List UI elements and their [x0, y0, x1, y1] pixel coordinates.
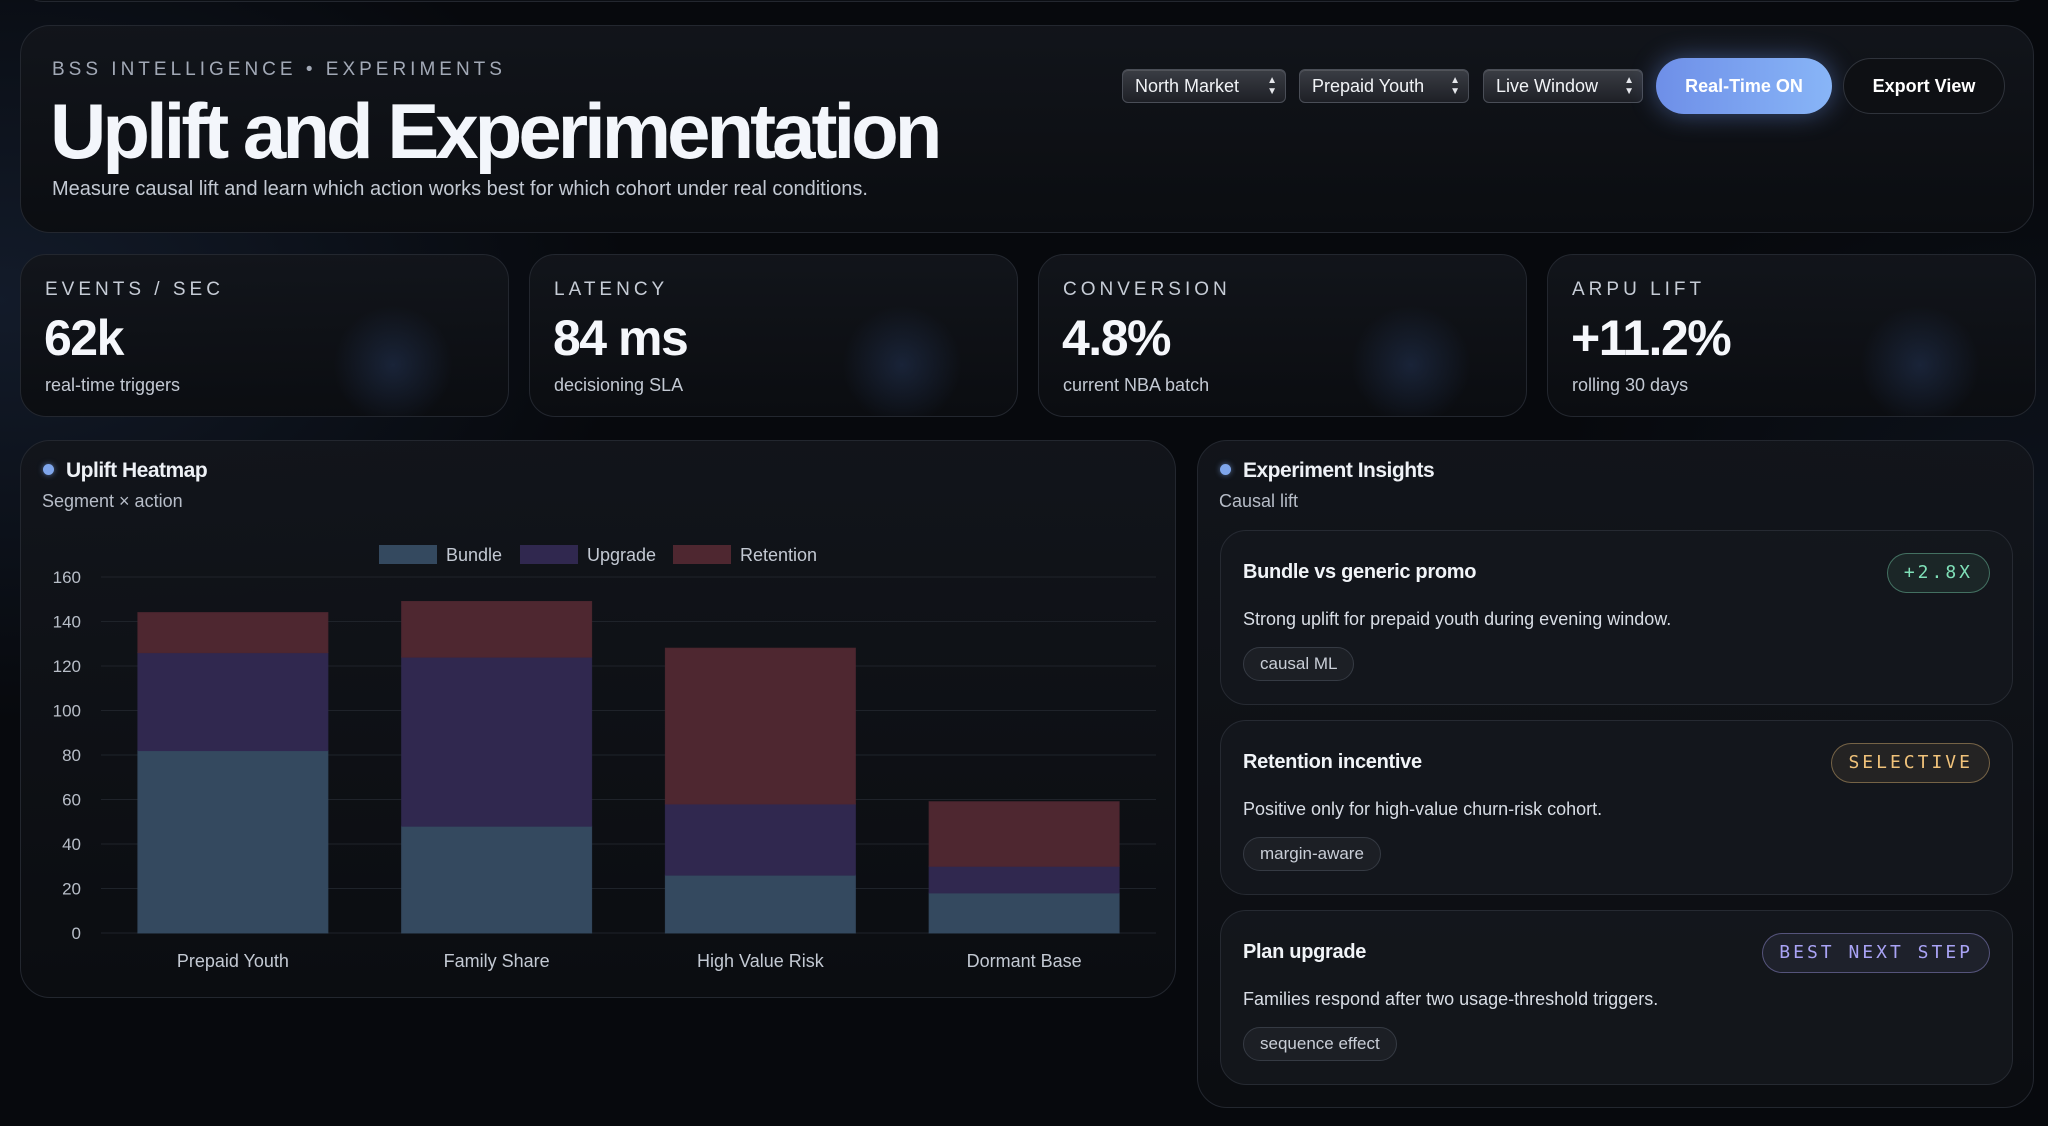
legend-label-bundle: Bundle — [446, 545, 502, 565]
bar-segment-retention — [401, 600, 593, 658]
insight-tag[interactable]: sequence effect — [1243, 1027, 1397, 1061]
panel-title: Experiment Insights — [1220, 459, 1435, 483]
y-tick-label: 60 — [62, 791, 81, 810]
window-select[interactable]: Live Window ▲ ▼ — [1483, 69, 1643, 103]
realtime-toggle-button[interactable]: Real-Time ON — [1656, 58, 1832, 114]
kpi-value: 4.8% — [1062, 310, 1171, 366]
y-tick-label: 100 — [53, 702, 81, 721]
insight-card[interactable]: Plan upgrade BEST NEXT STEP Families res… — [1220, 910, 2013, 1085]
insight-card[interactable]: Bundle vs generic promo +2.8X Strong upl… — [1220, 530, 2013, 705]
window-select-value: Live Window — [1496, 76, 1599, 96]
kpi-label: CONVERSION — [1063, 279, 1231, 300]
legend-swatch-upgrade — [520, 545, 578, 564]
insight-tag[interactable]: margin-aware — [1243, 837, 1381, 871]
bar-segment-bundle — [664, 874, 856, 934]
export-view-button[interactable]: Export View — [1843, 58, 2005, 114]
breadcrumb: BSS INTELLIGENCE • EXPERIMENTS — [52, 59, 506, 80]
insight-description: Families respond after two usage-thresho… — [1243, 989, 1659, 1009]
x-tick-label: Prepaid Youth — [177, 951, 289, 971]
experiment-insights-panel: Experiment Insights Causal lift Bundle v… — [1197, 440, 2034, 1108]
kpi-value: +11.2% — [1571, 310, 1732, 366]
page-header: BSS INTELLIGENCE • EXPERIMENTS Uplift an… — [20, 25, 2034, 233]
segment-select[interactable]: Prepaid Youth ▲ ▼ — [1299, 69, 1469, 103]
insight-title: Bundle vs generic promo — [1243, 561, 1477, 583]
bar-segment-retention — [137, 612, 329, 654]
kpi-glow — [842, 305, 962, 416]
status-dot-icon — [43, 463, 54, 475]
panel-title: Uplift Heatmap — [43, 459, 208, 483]
kpi-note: real-time triggers — [45, 375, 181, 395]
insight-card[interactable]: Retention incentive SELECTIVE Positive o… — [1220, 720, 2013, 895]
market-select-value: North Market — [1135, 76, 1240, 96]
bar-segment-bundle — [928, 892, 1120, 934]
insight-description: Strong uplift for prepaid youth during e… — [1243, 609, 1672, 629]
kpi-glow — [1860, 305, 1980, 416]
stacked-bar-chart: 0 20 40 60 80 100 120 140 160 Prepaid Youth Family… — [53, 545, 1156, 971]
kpi-note: rolling 30 days — [1572, 375, 1689, 395]
kpi-note: current NBA batch — [1063, 375, 1210, 395]
y-tick-label: 140 — [53, 613, 81, 632]
bar-segment-upgrade — [928, 865, 1120, 894]
kpi-label: EVENTS / SEC — [45, 279, 224, 300]
legend-swatch-bundle — [379, 545, 437, 564]
legend-swatch-retention — [673, 545, 731, 564]
panel-subtitle: Segment × action — [42, 491, 183, 511]
bar-segment-upgrade — [401, 656, 593, 827]
x-tick-label: High Value Risk — [697, 951, 825, 971]
y-tick-label: 80 — [62, 746, 81, 765]
segment-select-value: Prepaid Youth — [1312, 76, 1425, 96]
y-tick-label: 160 — [53, 568, 81, 587]
kpi-value: 84 ms — [553, 310, 689, 366]
kpi-card-conversion: CONVERSION 4.8% current NBA batch — [1038, 254, 1527, 417]
kpi-value: 62k — [44, 310, 124, 366]
insight-title: Plan upgrade — [1243, 941, 1367, 963]
y-tick-label: 120 — [53, 657, 81, 676]
legend-label-upgrade: Upgrade — [587, 545, 656, 565]
bar-segment-bundle — [401, 825, 593, 934]
select-arrows-icon: ▲ ▼ — [1450, 75, 1460, 97]
kpi-glow — [333, 305, 453, 416]
status-dot-icon — [1220, 463, 1231, 475]
page-subtitle: Measure causal lift and learn which acti… — [52, 178, 868, 200]
insight-title: Retention incentive — [1243, 751, 1422, 773]
insights-title: Experiment Insights — [1243, 459, 1435, 482]
kpi-glow — [1351, 305, 1471, 416]
bar-segment-retention — [928, 801, 1120, 867]
x-tick-label: Family Share — [444, 951, 550, 971]
y-tick-label: 0 — [72, 924, 81, 943]
top-panel-edge — [22, 0, 2032, 2]
heatmap-title: Uplift Heatmap — [66, 459, 208, 482]
panel-subtitle: Causal lift — [1219, 491, 1299, 511]
bar-segment-upgrade — [664, 803, 856, 876]
insight-badge: BEST NEXT STEP — [1762, 933, 1990, 973]
x-tick-label: Dormant Base — [967, 951, 1082, 971]
insight-badge: SELECTIVE — [1831, 743, 1990, 783]
market-select[interactable]: North Market ▲ ▼ — [1122, 69, 1286, 103]
bar-segment-upgrade — [137, 652, 329, 752]
bar-segment-retention — [664, 647, 856, 805]
kpi-label: LATENCY — [554, 279, 669, 300]
y-tick-label: 20 — [62, 880, 81, 899]
kpi-note: decisioning SLA — [554, 375, 684, 395]
select-arrows-icon: ▲ ▼ — [1624, 75, 1634, 97]
y-tick-label: 40 — [62, 835, 81, 854]
bar-segment-bundle — [137, 750, 329, 934]
kpi-card-events: EVENTS / SEC 62k real-time triggers — [20, 254, 509, 417]
insight-badge: +2.8X — [1886, 553, 1990, 593]
insight-description: Positive only for high-value churn-risk … — [1243, 799, 1603, 819]
insight-tag[interactable]: causal ML — [1243, 647, 1355, 681]
page-title: Uplift and Experimentation — [50, 87, 942, 175]
kpi-card-latency: LATENCY 84 ms decisioning SLA — [529, 254, 1018, 417]
kpi-card-arpu-lift: ARPU LIFT +11.2% rolling 30 days — [1547, 254, 2036, 417]
select-arrows-icon: ▲ ▼ — [1267, 75, 1277, 97]
legend-label-retention: Retention — [740, 545, 817, 565]
uplift-heatmap-panel: Uplift Heatmap Segment × action 0 20 40 60 8… — [20, 440, 1176, 998]
kpi-label: ARPU LIFT — [1572, 279, 1706, 300]
